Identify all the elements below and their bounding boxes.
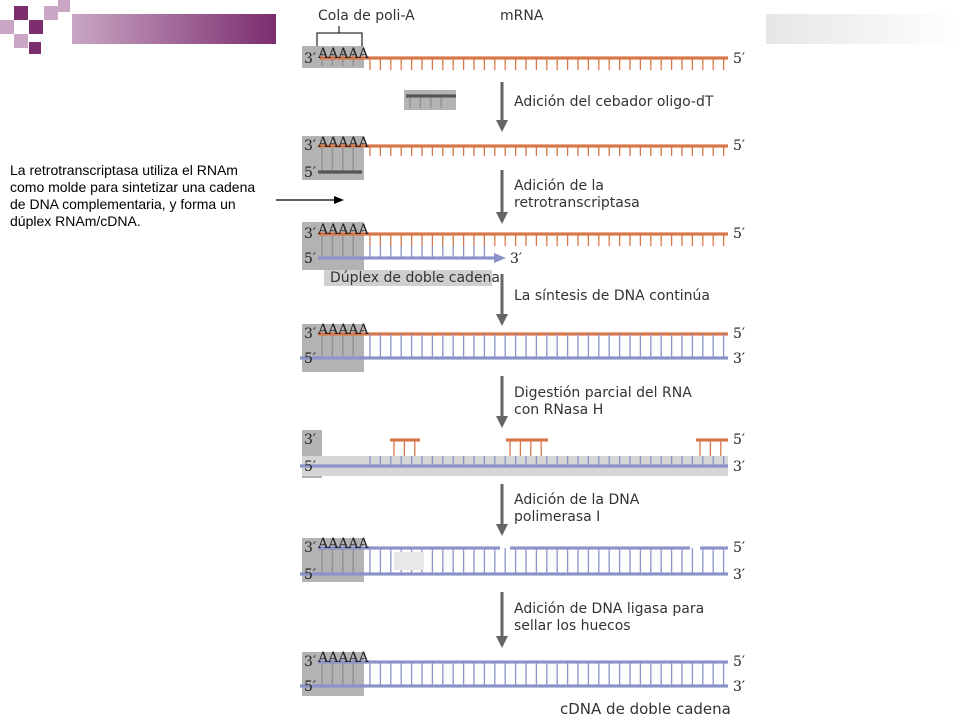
extension-arrowhead bbox=[494, 253, 506, 263]
step-label: Adición de la DNA bbox=[514, 492, 640, 508]
step-label: Adición del cebador oligo-dT bbox=[514, 94, 714, 110]
cdna-strand bbox=[300, 464, 728, 468]
three-prime-label: 3′ bbox=[733, 351, 745, 367]
oligo-dt-strand bbox=[318, 170, 362, 174]
caption-text: La retrotranscriptasa utiliza el RNAm co… bbox=[10, 162, 256, 229]
caption-pointer-arrowhead bbox=[334, 196, 344, 204]
deco-square bbox=[29, 42, 41, 54]
five-prime-label: 5′ bbox=[304, 679, 316, 695]
polyA-sequence-label: AAAAA bbox=[317, 536, 369, 552]
five-prime-label: 5′ bbox=[733, 226, 745, 242]
duplex-label: Dúplex de doble cadena bbox=[330, 270, 500, 286]
step-label: Digestión parcial del RNA bbox=[514, 385, 692, 401]
five-prime-label: 5′ bbox=[733, 326, 745, 342]
second-strand-fragment bbox=[318, 546, 500, 550]
step-label: retrotranscriptasa bbox=[514, 195, 640, 211]
step-label: Adición de la bbox=[514, 178, 604, 194]
polyA-sequence-label: AAAAA bbox=[317, 322, 369, 338]
cdna-strand bbox=[300, 684, 728, 688]
five-prime-label: 5′ bbox=[733, 51, 745, 67]
polyA-sequence-label: AAAAA bbox=[317, 135, 369, 151]
deco-square bbox=[58, 0, 70, 12]
step-label: Adición de DNA ligasa para bbox=[514, 601, 704, 617]
five-prime-label: 5′ bbox=[304, 459, 316, 475]
rna-fragment bbox=[696, 438, 728, 442]
mrna-strand bbox=[318, 232, 728, 236]
oligo-dt-strand bbox=[406, 94, 456, 98]
deco-square bbox=[14, 34, 28, 48]
cdna-strand bbox=[300, 572, 728, 576]
mrna-strand bbox=[318, 144, 728, 148]
three-prime-label: 3′ bbox=[304, 226, 316, 242]
five-prime-label: 5′ bbox=[304, 165, 316, 181]
header-gradient-bar bbox=[72, 14, 276, 44]
polyA-sequence-label: AAAAA bbox=[317, 222, 369, 238]
cdna-strand bbox=[318, 256, 494, 260]
three-prime-label: 3′ bbox=[304, 326, 316, 342]
header-decoration bbox=[0, 0, 276, 60]
rna-fragment bbox=[506, 438, 548, 442]
oligo-dt-primer-box bbox=[404, 90, 456, 110]
three-prime-label: 3′ bbox=[304, 138, 316, 154]
duplex-label-box bbox=[324, 270, 492, 286]
polyA-tail-label: Cola de poli-A bbox=[318, 8, 415, 24]
second-strand-fragment bbox=[510, 546, 690, 550]
mrna-strand bbox=[320, 56, 728, 60]
final-cdna-label: cDNA de doble cadena bbox=[560, 700, 731, 718]
three-prime-label: 3′ bbox=[304, 51, 316, 67]
polyA-bracket bbox=[316, 26, 363, 46]
step-arrowhead bbox=[496, 120, 508, 132]
deco-square bbox=[0, 20, 14, 34]
three-prime-label: 3′ bbox=[304, 654, 316, 670]
step-label: polimerasa I bbox=[514, 509, 600, 525]
mrna-strand bbox=[318, 332, 728, 336]
gap-highlight bbox=[394, 552, 424, 570]
three-prime-label: 3′ bbox=[304, 432, 316, 448]
header-gradient-bar-right bbox=[766, 14, 960, 44]
step-arrowhead bbox=[496, 524, 508, 536]
five-prime-label: 5′ bbox=[304, 567, 316, 583]
three-prime-label: 3′ bbox=[733, 567, 745, 583]
step-label: con RNasa H bbox=[514, 402, 603, 418]
step-arrowhead bbox=[496, 636, 508, 648]
mrna-label: mRNA bbox=[500, 8, 544, 24]
deco-square bbox=[29, 20, 43, 34]
deco-square bbox=[14, 6, 28, 20]
five-prime-label: 5′ bbox=[733, 432, 745, 448]
three-prime-label: 3′ bbox=[304, 540, 316, 556]
cdna-strand bbox=[300, 356, 728, 360]
five-prime-label: 5′ bbox=[733, 138, 745, 154]
five-prime-label: 5′ bbox=[733, 654, 745, 670]
three-prime-label: 3′ bbox=[733, 459, 745, 475]
five-prime-label: 5′ bbox=[733, 540, 745, 556]
polyA-sequence-label: AAAAA bbox=[317, 46, 369, 62]
step-arrowhead bbox=[496, 314, 508, 326]
step-arrowhead bbox=[496, 212, 508, 224]
five-prime-label: 5′ bbox=[304, 351, 316, 367]
step-label: La síntesis de DNA continúa bbox=[514, 288, 710, 304]
step-arrowhead bbox=[496, 416, 508, 428]
three-prime-label: 3′ bbox=[733, 679, 745, 695]
second-strand-fragment bbox=[700, 546, 728, 550]
deco-square bbox=[44, 6, 58, 20]
second-strand-sealed bbox=[318, 660, 728, 664]
three-prime-label: 3′ bbox=[510, 251, 522, 267]
step-label: sellar los huecos bbox=[514, 618, 631, 634]
polyA-sequence-label: AAAAA bbox=[317, 650, 369, 666]
five-prime-label: 5′ bbox=[304, 251, 316, 267]
